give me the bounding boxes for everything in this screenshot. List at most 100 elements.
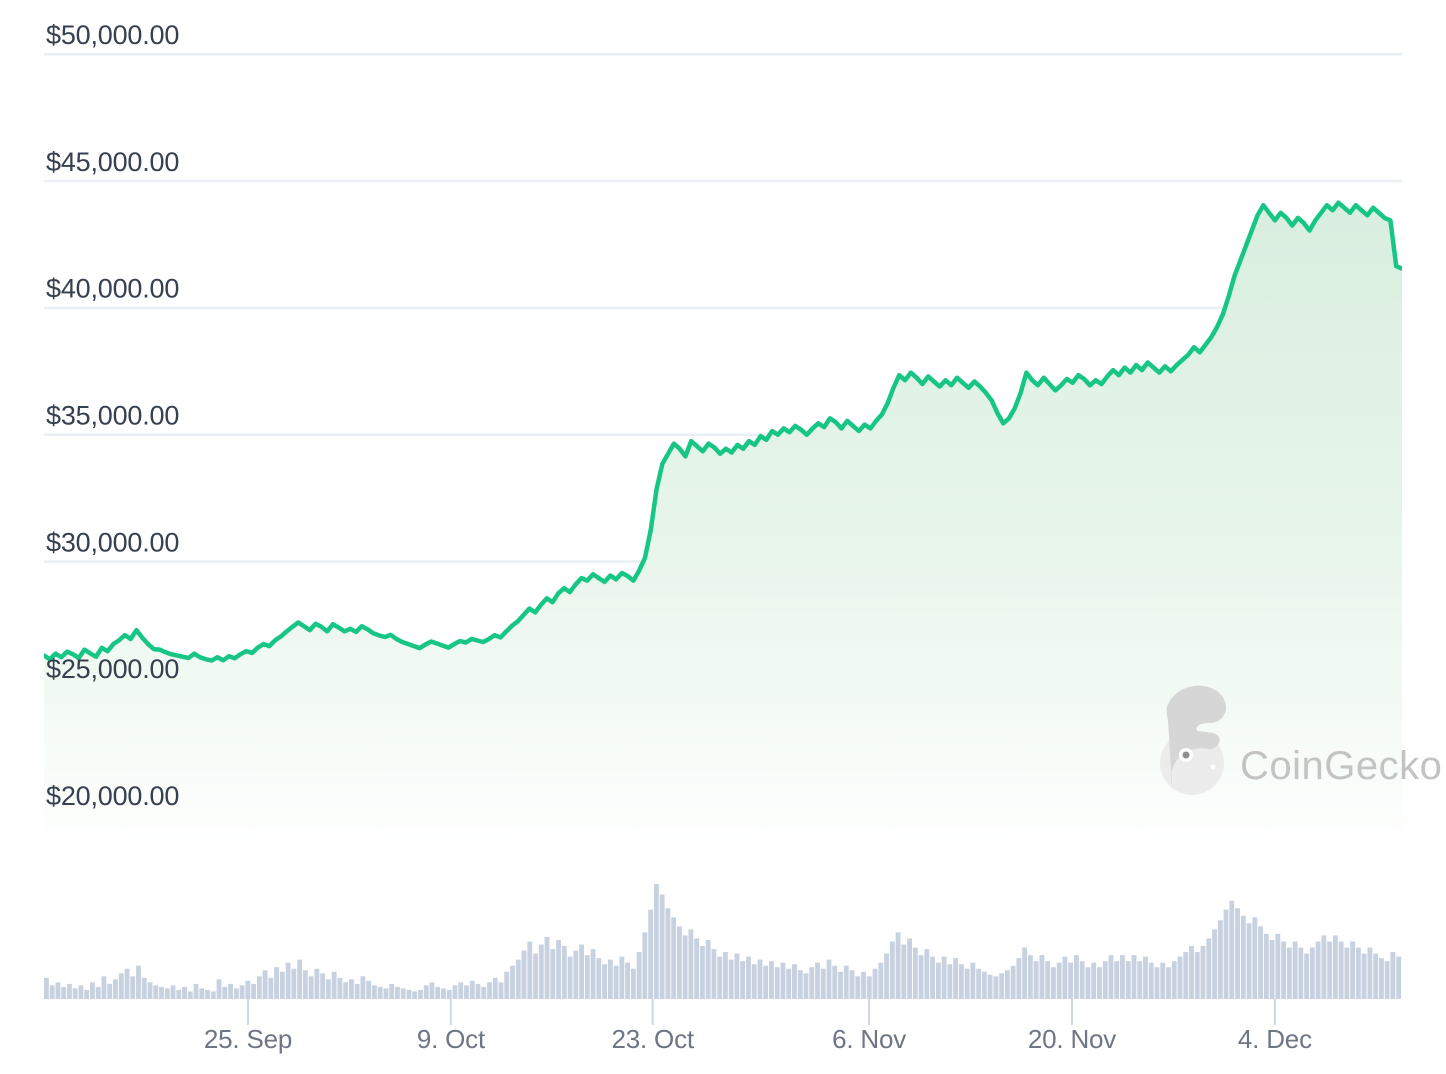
y-axis-label: $30,000.00: [46, 527, 179, 557]
volume-bar: [832, 965, 838, 999]
volume-bar: [193, 983, 199, 999]
volume-bar: [423, 985, 429, 999]
volume-bar: [734, 953, 740, 999]
volume-bar: [1125, 961, 1131, 999]
volume-bar: [590, 949, 596, 999]
y-axis-label: $25,000.00: [46, 654, 179, 684]
volume-bars-group: [44, 884, 1402, 999]
volume-bar: [354, 983, 360, 999]
volume-bar: [884, 953, 889, 999]
gridline: [44, 306, 1402, 310]
volume-bar: [268, 977, 274, 999]
volume-bar: [441, 988, 446, 999]
x-axis-tick: [449, 999, 452, 1025]
volume-bar: [199, 988, 205, 999]
volume-bar: [182, 986, 187, 999]
gridline: [44, 179, 1402, 183]
volume-bar: [1137, 961, 1143, 999]
volume-bar: [711, 949, 717, 999]
volume-bar: [383, 988, 389, 999]
volume-bar: [1367, 947, 1373, 999]
volume-bar: [504, 971, 510, 999]
volume-bar: [1016, 958, 1022, 999]
volume-bar: [538, 944, 544, 999]
y-axis-label: $35,000.00: [46, 401, 179, 431]
coingecko-gecko-icon: [1160, 685, 1227, 795]
volume-bar: [682, 935, 688, 999]
volume-bar: [699, 946, 705, 999]
volume-bar: [1056, 962, 1062, 999]
volume-bar: [878, 962, 884, 999]
volume-bar: [1045, 961, 1051, 999]
volume-bar: [239, 985, 245, 999]
volume-bar: [44, 977, 49, 999]
volume-bar: [838, 971, 843, 999]
volume-bar: [861, 971, 866, 999]
volume-bar: [676, 926, 682, 999]
volume-bar: [1183, 952, 1189, 999]
volume-bar: [475, 983, 481, 999]
volume-bar: [1338, 941, 1344, 999]
volume-bar: [1143, 956, 1148, 999]
volume-bar: [630, 968, 636, 999]
volume-bar: [930, 956, 935, 999]
coingecko-watermark: CoinGecko: [1160, 685, 1442, 795]
x-axis-label: 23. Oct: [611, 1024, 694, 1054]
volume-bar: [809, 967, 815, 999]
y-axis-label: $45,000.00: [46, 147, 179, 177]
volume-bar: [1390, 952, 1396, 999]
volume-bar: [515, 959, 521, 999]
volume-bar: [153, 985, 159, 999]
x-axis-label: 9. Oct: [417, 1024, 486, 1054]
volume-bar: [130, 976, 136, 999]
volume-bar: [1108, 955, 1114, 999]
volume-bar: [889, 941, 895, 999]
volume-bar: [826, 959, 832, 999]
volume-bar: [1217, 920, 1223, 999]
volume-bar: [947, 964, 953, 999]
volume-bar: [769, 961, 774, 999]
volume-bar: [1079, 961, 1085, 999]
volume-bar: [371, 985, 377, 999]
volume-bar: [1240, 915, 1246, 999]
volume-bar: [101, 976, 107, 999]
volume-bar: [573, 950, 579, 999]
volume-bar: [993, 976, 999, 999]
volume-bar: [584, 955, 590, 999]
volume-bar: [705, 939, 711, 999]
volume-bar: [1315, 941, 1321, 999]
volume-bar: [228, 983, 233, 999]
volume-bar: [1010, 965, 1016, 999]
volume-bar: [285, 962, 291, 999]
volume-bar: [1091, 962, 1097, 999]
volume-bar: [435, 986, 441, 999]
watermark-label: CoinGecko: [1240, 744, 1442, 788]
volume-bar: [348, 979, 354, 999]
volume-bar: [1004, 970, 1010, 999]
volume-bar: [222, 986, 228, 999]
volume-bar: [613, 965, 619, 999]
volume-bar: [233, 988, 239, 999]
volume-bar: [395, 986, 400, 999]
volume-bar: [625, 962, 631, 999]
volume-bar: [786, 968, 792, 999]
volume-bar: [1050, 967, 1056, 999]
volume-bar: [1286, 947, 1292, 999]
volume-bar: [262, 970, 268, 999]
volume-bar: [245, 980, 251, 999]
volume-bar: [308, 976, 314, 999]
price-line-path: [44, 200, 1402, 663]
volume-bar: [1068, 962, 1074, 999]
volume-bar: [1321, 935, 1327, 999]
volume-bar: [1361, 953, 1367, 999]
y-axis-label: $40,000.00: [46, 274, 179, 304]
volume-bar: [1269, 939, 1275, 999]
x-axis-label: 6. Nov: [832, 1024, 906, 1054]
volume-bar: [1027, 955, 1033, 999]
volume-bar: [429, 982, 435, 999]
volume-bar: [377, 986, 383, 999]
price-area-fill: [44, 202, 1402, 860]
volume-bar: [1292, 941, 1298, 999]
